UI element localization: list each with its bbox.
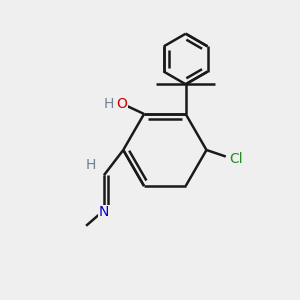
Text: N: N [99, 206, 109, 219]
Text: H: H [85, 158, 96, 172]
Text: H: H [104, 97, 115, 111]
Text: O: O [116, 97, 127, 111]
Text: Cl: Cl [230, 152, 243, 166]
